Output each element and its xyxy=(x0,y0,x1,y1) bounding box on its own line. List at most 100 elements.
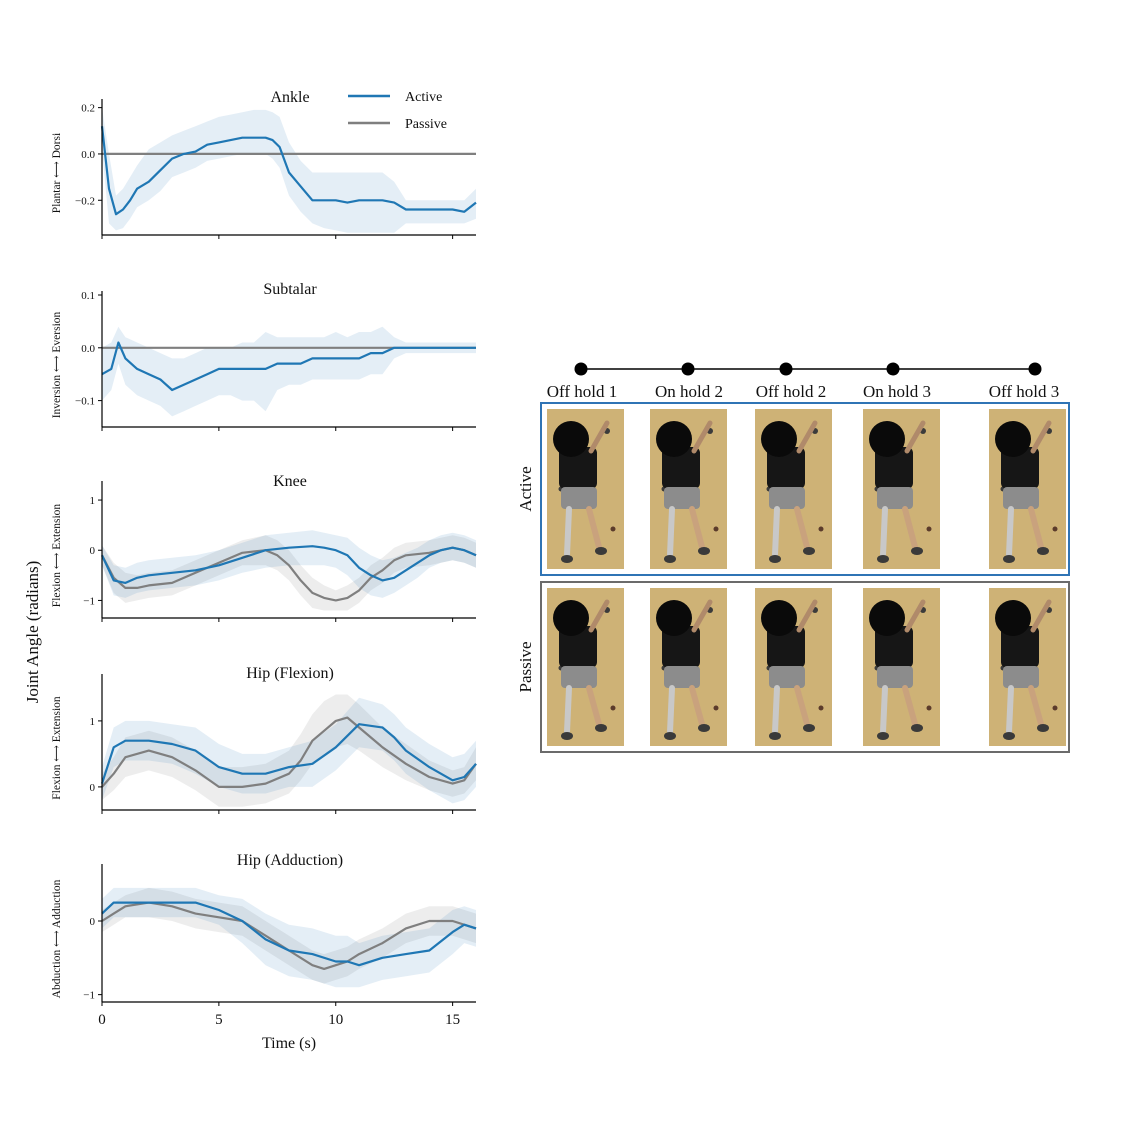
climbing-hold xyxy=(926,526,932,532)
y-axis-label: Flexion ⟷ Extension xyxy=(51,696,63,800)
climber-leg xyxy=(667,685,675,735)
climber-torso xyxy=(875,626,913,668)
climber-leg xyxy=(564,506,572,558)
confidence-band xyxy=(102,697,476,804)
climber-leg xyxy=(586,685,602,727)
series-line xyxy=(101,341,476,392)
climber-torso xyxy=(767,626,805,668)
climber-shorts xyxy=(561,487,597,509)
climber-torso xyxy=(1001,447,1039,489)
series-line xyxy=(101,545,477,584)
climber-shoe xyxy=(803,547,815,555)
climber-arm xyxy=(691,420,713,454)
y-tick-label: −0.2 xyxy=(75,195,95,207)
confidence-band xyxy=(102,535,476,611)
photo-panel: Passive xyxy=(516,581,1070,753)
climber-photo xyxy=(755,588,832,746)
climber-leg xyxy=(586,506,602,550)
climber-arm xyxy=(1030,420,1052,454)
climber-shoe xyxy=(803,724,815,732)
chart-panel: 0.1 0.0 −0.1 Subtalar Inversion ⟷ Eversion xyxy=(51,281,476,431)
climbing-hold xyxy=(818,526,824,532)
climber-leg xyxy=(564,685,572,735)
x-tick-label: 15 xyxy=(445,1012,460,1028)
climber-leg xyxy=(1028,685,1044,727)
timeline: Off hold 1 On hold 2 Off hold 2 On hold 3 Of… xyxy=(547,362,1060,401)
climbing-hold xyxy=(1052,705,1058,711)
climber-leg xyxy=(772,506,780,558)
climber-photo xyxy=(863,409,940,569)
climber-arm xyxy=(691,599,713,633)
climber-shorts xyxy=(769,487,805,509)
timeline-label: Off hold 3 xyxy=(989,382,1060,401)
timeline-dot xyxy=(779,362,793,376)
y-tick-label: 0.1 xyxy=(81,290,95,302)
climber-arm xyxy=(1030,599,1052,633)
climber-shorts xyxy=(769,666,805,688)
chart-title: Subtalar xyxy=(263,281,317,298)
climber-arm xyxy=(588,599,610,633)
photo-panels: Active Passive xyxy=(516,402,1070,753)
chart-panel: 1 0 −1 Knee Flexion ⟷ Extension xyxy=(51,473,477,622)
climber-shorts xyxy=(664,487,700,509)
chart-title: Hip (Adduction) xyxy=(237,852,343,869)
photo-panel-border xyxy=(540,402,1070,576)
climber-shorts xyxy=(664,666,700,688)
climber-shoe xyxy=(698,724,710,732)
timeline-dot xyxy=(681,362,695,376)
chart-title: Hip (Flexion) xyxy=(246,665,334,682)
y-axis-label: Abduction ⟷ Adduction xyxy=(51,879,63,998)
climber-shoe xyxy=(877,732,889,740)
climber-shoe xyxy=(595,547,607,555)
climber-photo xyxy=(547,409,624,569)
photo-panel: Active xyxy=(516,402,1070,576)
climber-shorts xyxy=(1003,666,1039,688)
climber-shoe xyxy=(877,555,889,563)
timeline-label: On hold 2 xyxy=(655,382,723,401)
timeline-label: Off hold 2 xyxy=(756,382,827,401)
legend: Active Passive xyxy=(348,90,447,132)
climber-photo xyxy=(989,588,1066,746)
confidence-band xyxy=(102,326,476,417)
climber-arm xyxy=(904,420,926,454)
climbing-hold xyxy=(610,705,616,711)
climber-leg xyxy=(902,685,918,727)
legend-label: Active xyxy=(405,90,442,105)
series-line xyxy=(101,546,477,602)
climber-photo xyxy=(650,588,727,746)
y-tick-label: 1 xyxy=(90,716,96,728)
climber-torso xyxy=(662,626,700,668)
climber-shoe xyxy=(769,555,781,563)
climber-head xyxy=(553,600,589,636)
climber-head xyxy=(656,421,692,457)
confidence-band xyxy=(102,887,476,984)
climber-head xyxy=(995,600,1031,636)
climber-shoe xyxy=(595,724,607,732)
climber-leg xyxy=(1006,506,1014,558)
photo-panel-label: Passive xyxy=(516,642,535,693)
x-tick-label: 10 xyxy=(328,1012,343,1028)
climber-photo xyxy=(650,409,727,569)
climber-shorts xyxy=(877,666,913,688)
confidence-band xyxy=(102,694,476,807)
climber-photo xyxy=(755,409,832,569)
y-axis-label: Plantar ⟷ Dorsi xyxy=(51,133,63,213)
y-tick-label: 0 xyxy=(90,916,96,928)
climber-torso xyxy=(767,447,805,489)
chart-title: Knee xyxy=(273,473,307,490)
climber-leg xyxy=(1006,685,1014,735)
climber-leg xyxy=(1028,506,1044,550)
climbing-hold xyxy=(610,526,616,532)
series-line xyxy=(101,901,477,967)
timeline-dot xyxy=(1028,362,1042,376)
timeline-label: Off hold 1 xyxy=(547,382,618,401)
series-line xyxy=(100,723,477,784)
climber-shorts xyxy=(1003,487,1039,509)
climber-torso xyxy=(662,447,700,489)
y-tick-label: 0 xyxy=(90,782,96,794)
climber-arm xyxy=(904,599,926,633)
y-tick-label: 0.0 xyxy=(81,343,95,355)
climber-arm xyxy=(796,420,818,454)
series-line xyxy=(100,126,477,216)
